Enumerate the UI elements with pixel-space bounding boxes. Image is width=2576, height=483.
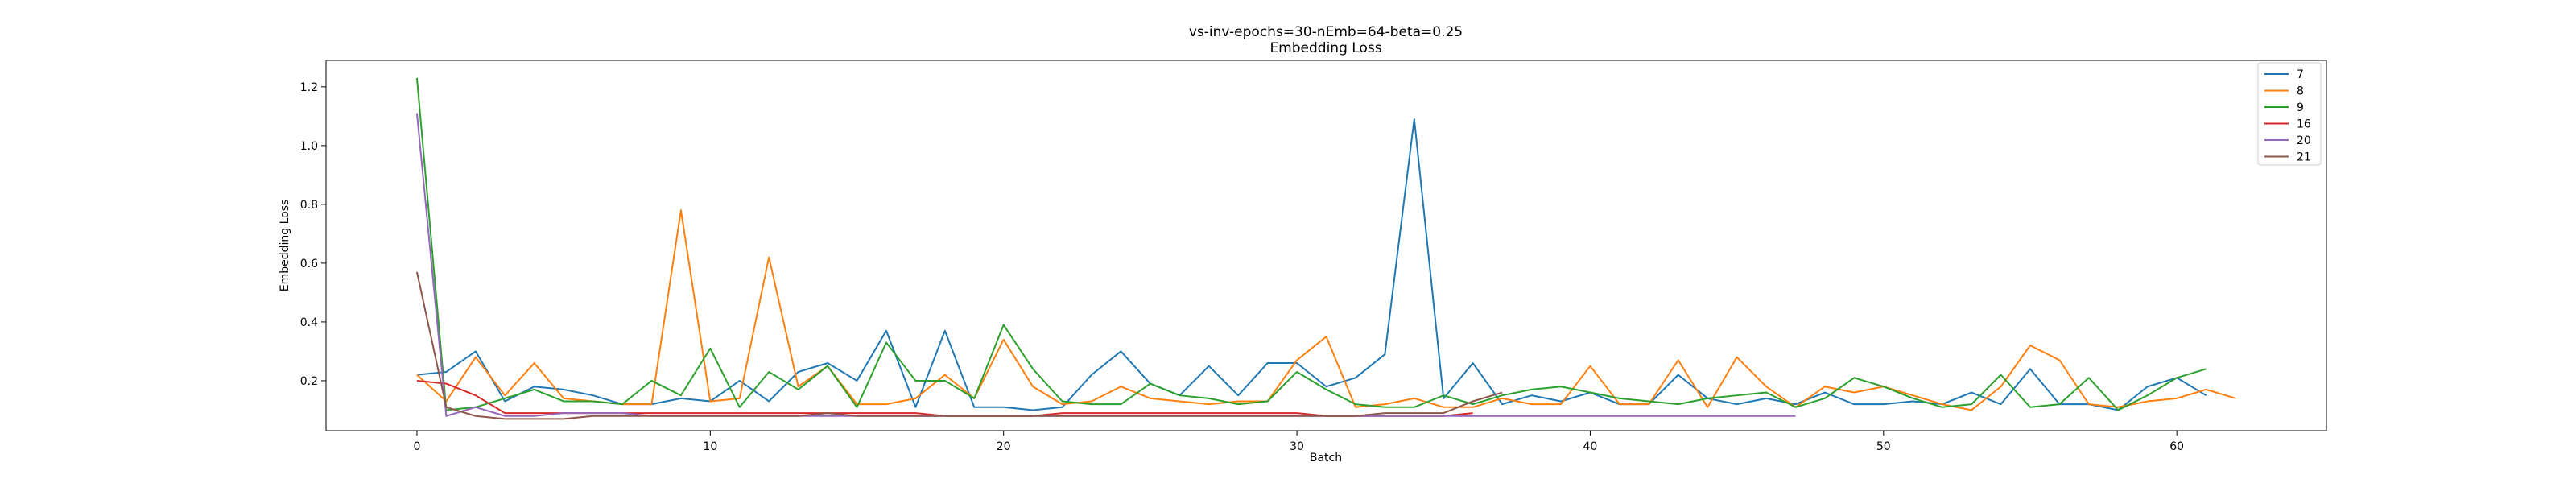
series-line-9 (415, 77, 2207, 411)
y-tick-label: 0.6 (300, 258, 318, 270)
x-tick-label: 20 (997, 440, 1011, 453)
series-line-16 (416, 379, 1473, 417)
series-layer (415, 77, 2236, 420)
legend-label-16: 16 (2297, 118, 2311, 131)
y-tick-label: 0.2 (300, 375, 318, 388)
x-tick-label: 10 (703, 440, 717, 453)
legend-box (2257, 62, 2322, 166)
x-axis: 0 10 20 30 40 50 60 (413, 431, 2184, 453)
legend-label-9: 9 (2297, 101, 2304, 114)
y-axis-label: Embedding Loss (279, 200, 291, 292)
x-tick-label: 0 (413, 440, 420, 453)
plot-frame (325, 60, 2327, 431)
y-tick-label: 1.2 (300, 81, 318, 94)
x-tick-label: 30 (1290, 440, 1304, 453)
legend-label-7: 7 (2297, 68, 2304, 81)
chart-subtitle: Embedding Loss (1269, 40, 1381, 56)
y-tick-label: 1.0 (300, 140, 318, 153)
series-line-20 (415, 113, 1796, 417)
series-line-8 (416, 209, 2236, 411)
chart-title: vs-inv-epochs=30-nEmb=64-beta=0.25 (1189, 24, 1463, 40)
legend-label-20: 20 (2297, 134, 2311, 147)
x-tick-label: 40 (1583, 440, 1598, 453)
x-axis-label: Batch (1310, 452, 1342, 464)
y-tick-label: 0.4 (300, 316, 318, 329)
series-line-7 (416, 118, 2207, 411)
series-line-21 (415, 271, 1503, 420)
legend: 7 8 9 16 20 21 (2257, 62, 2322, 166)
legend-label-21: 21 (2297, 151, 2311, 164)
y-axis: 0.2 0.4 0.6 0.8 1.0 1.2 (300, 81, 326, 388)
x-tick-label: 50 (1876, 440, 1891, 453)
x-tick-label: 60 (2169, 440, 2184, 453)
legend-label-8: 8 (2297, 85, 2304, 98)
y-tick-label: 0.8 (300, 199, 318, 212)
